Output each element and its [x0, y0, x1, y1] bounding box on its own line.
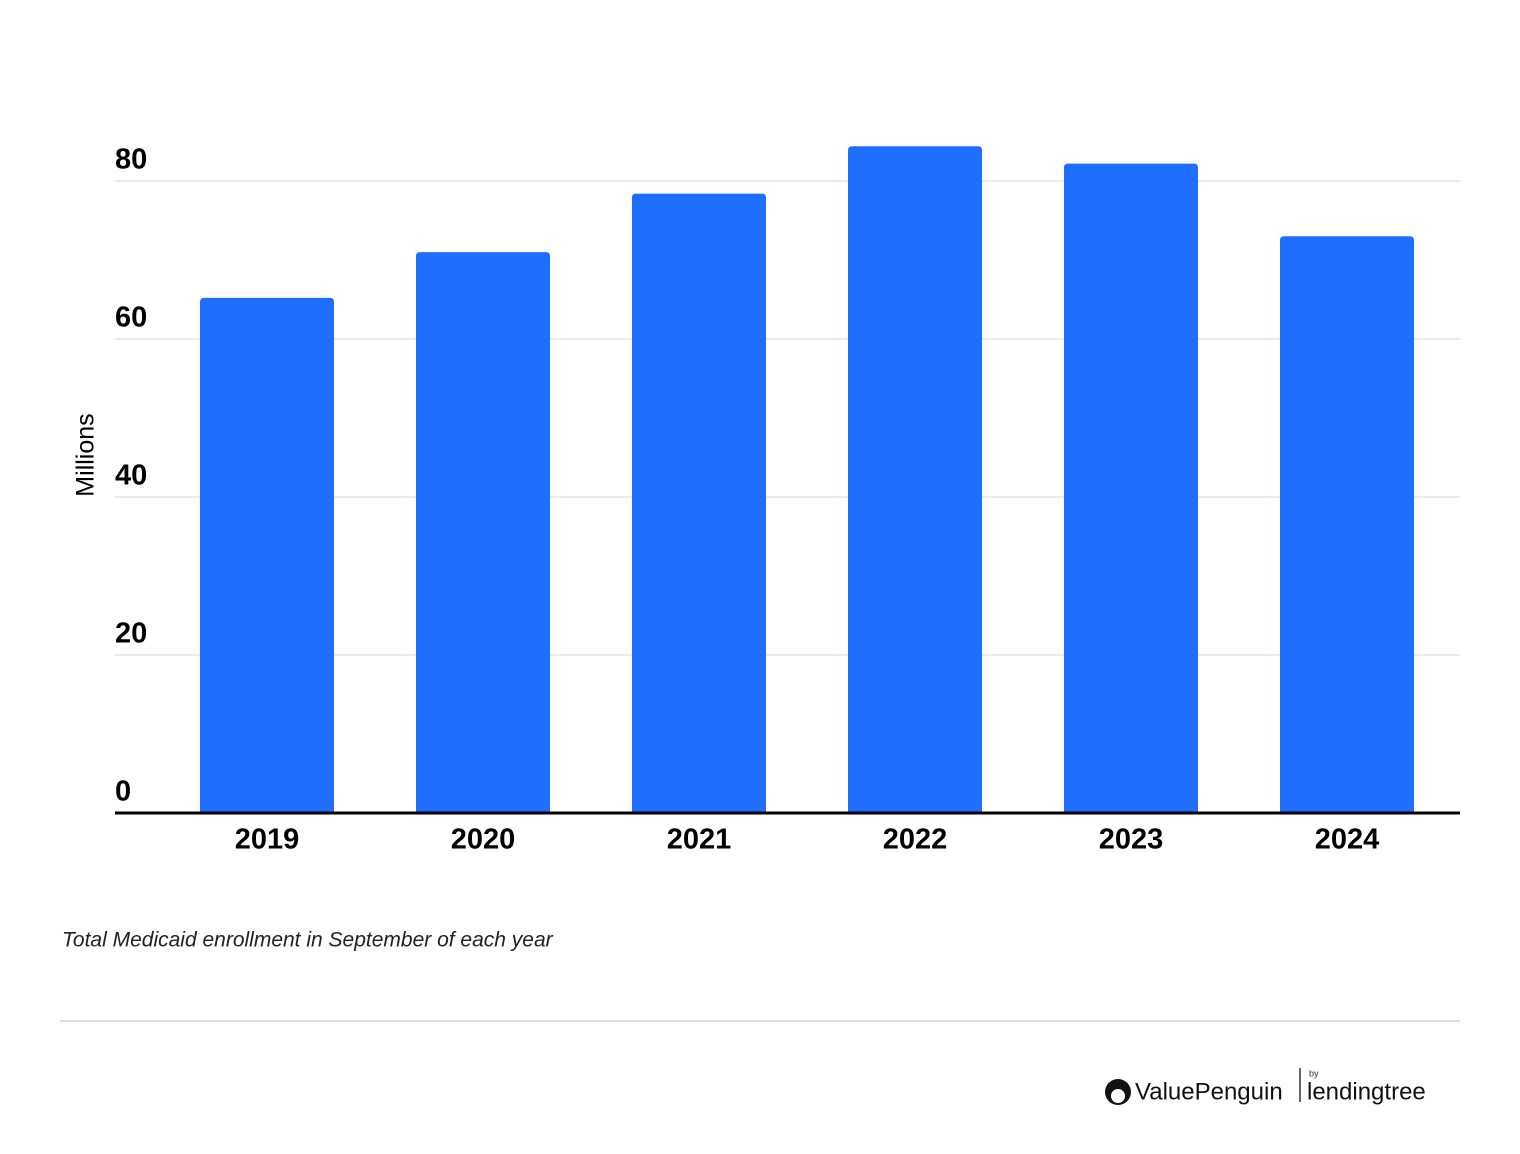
x-tick-label: 2020 [451, 824, 516, 856]
y-tick-label: 0 [115, 776, 131, 808]
y-tick-label: 80 [115, 144, 147, 176]
logo: ValuePenguin by lendingtree [1105, 1068, 1426, 1105]
y-tick-label: 60 [115, 302, 147, 334]
y-axis-label: Millions [72, 413, 100, 496]
bar [1280, 236, 1414, 814]
x-tick-label: 2019 [235, 824, 300, 856]
bar [1064, 163, 1198, 813]
x-tick-label: 2021 [667, 824, 732, 856]
bar [200, 297, 334, 813]
x-tick-label: 2022 [883, 824, 948, 856]
bar [632, 193, 766, 813]
footnote: Total Medicaid enrollment in September o… [62, 929, 554, 952]
logo-icon [1111, 1089, 1125, 1103]
bar [416, 252, 550, 814]
y-tick-label: 40 [115, 460, 147, 492]
bar [848, 146, 982, 814]
y-tick-label: 20 [115, 618, 147, 650]
logo-brand: ValuePenguin [1135, 1078, 1283, 1105]
x-tick-label: 2024 [1315, 824, 1380, 856]
logo-partner: lendingtree [1307, 1078, 1426, 1105]
logo-by: by [1309, 1068, 1319, 1078]
x-tick-label: 2023 [1099, 824, 1164, 856]
